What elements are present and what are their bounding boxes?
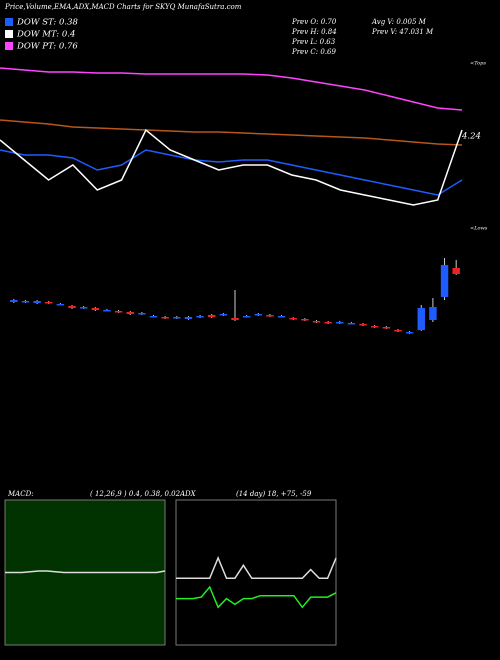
legend-swatch xyxy=(5,18,13,26)
candle-body xyxy=(21,301,30,303)
candle-body xyxy=(126,312,134,314)
adx-params: (14 day) 18, +75, -59 xyxy=(236,490,312,498)
candle-body xyxy=(242,316,251,318)
price-marker: 4.24 xyxy=(461,132,481,142)
candle-body xyxy=(370,326,379,328)
candle-body xyxy=(394,330,402,332)
series-line xyxy=(176,585,337,609)
header: Price,Volume,EMA,ADX,MACD Charts for SKY… xyxy=(4,3,242,11)
series-line xyxy=(5,570,166,574)
candle-body xyxy=(56,304,65,306)
adx-label: ADX xyxy=(179,490,197,498)
series-line xyxy=(0,119,463,146)
candle-body xyxy=(161,317,169,319)
info-label: Prev L: 0.63 xyxy=(291,38,336,46)
top-label: <Tops xyxy=(470,61,486,67)
legend-swatch xyxy=(5,30,13,38)
candle-body xyxy=(452,268,460,274)
panel-background xyxy=(176,500,336,645)
candle-body xyxy=(91,308,100,310)
candle-body xyxy=(196,316,204,318)
low-label: <Lows xyxy=(470,226,488,232)
info-label: Prev H: 0.84 xyxy=(291,28,337,36)
candle-body xyxy=(382,327,391,329)
candle-body xyxy=(173,317,181,319)
macd-label: MACD: xyxy=(7,490,34,498)
legend-swatch xyxy=(5,42,13,50)
info-label: Prev O: 0.70 xyxy=(291,18,337,26)
candle-body xyxy=(207,315,216,317)
candle-body xyxy=(324,322,332,324)
series-line xyxy=(0,149,463,196)
candle-body xyxy=(312,321,321,323)
candle-body xyxy=(301,319,309,321)
candle-body xyxy=(149,316,158,318)
candle-body xyxy=(266,315,274,317)
candle-body xyxy=(33,301,41,303)
candle-body xyxy=(138,313,146,315)
candle-body xyxy=(417,308,425,330)
series-line xyxy=(176,556,337,580)
candle-body xyxy=(68,306,76,308)
candle-body xyxy=(79,307,88,309)
candle-body xyxy=(429,307,437,320)
candle-body xyxy=(10,300,18,302)
macd-params: ( 12,26,9 ) 0.4, 0.38, 0.02 xyxy=(90,490,181,498)
series-line xyxy=(0,128,463,206)
candle-body xyxy=(103,310,111,312)
candle-body xyxy=(114,311,123,313)
candle-body xyxy=(405,332,414,334)
candle-body xyxy=(219,314,228,316)
candle-body xyxy=(289,318,297,320)
candle-body xyxy=(440,265,449,297)
candle-body xyxy=(184,317,193,319)
candle-body xyxy=(254,314,263,316)
series-line xyxy=(0,67,463,111)
candle-body xyxy=(347,323,356,325)
legend-label: DOW PT: 0.76 xyxy=(16,42,78,52)
candle-body xyxy=(336,322,344,324)
candle-body xyxy=(45,302,53,304)
adx-frame xyxy=(175,499,337,646)
candle-body xyxy=(359,324,367,326)
candle-body xyxy=(231,318,239,320)
info-label: Avg V: 0.005 M xyxy=(371,18,427,26)
info-label: Prev C: 0.69 xyxy=(291,48,336,56)
candle-body xyxy=(277,316,286,318)
info-label: Prev V: 47.031 M xyxy=(371,28,434,36)
legend-label: DOW MT: 0.4 xyxy=(16,30,75,40)
legend-label: DOW ST: 0.38 xyxy=(16,18,78,28)
